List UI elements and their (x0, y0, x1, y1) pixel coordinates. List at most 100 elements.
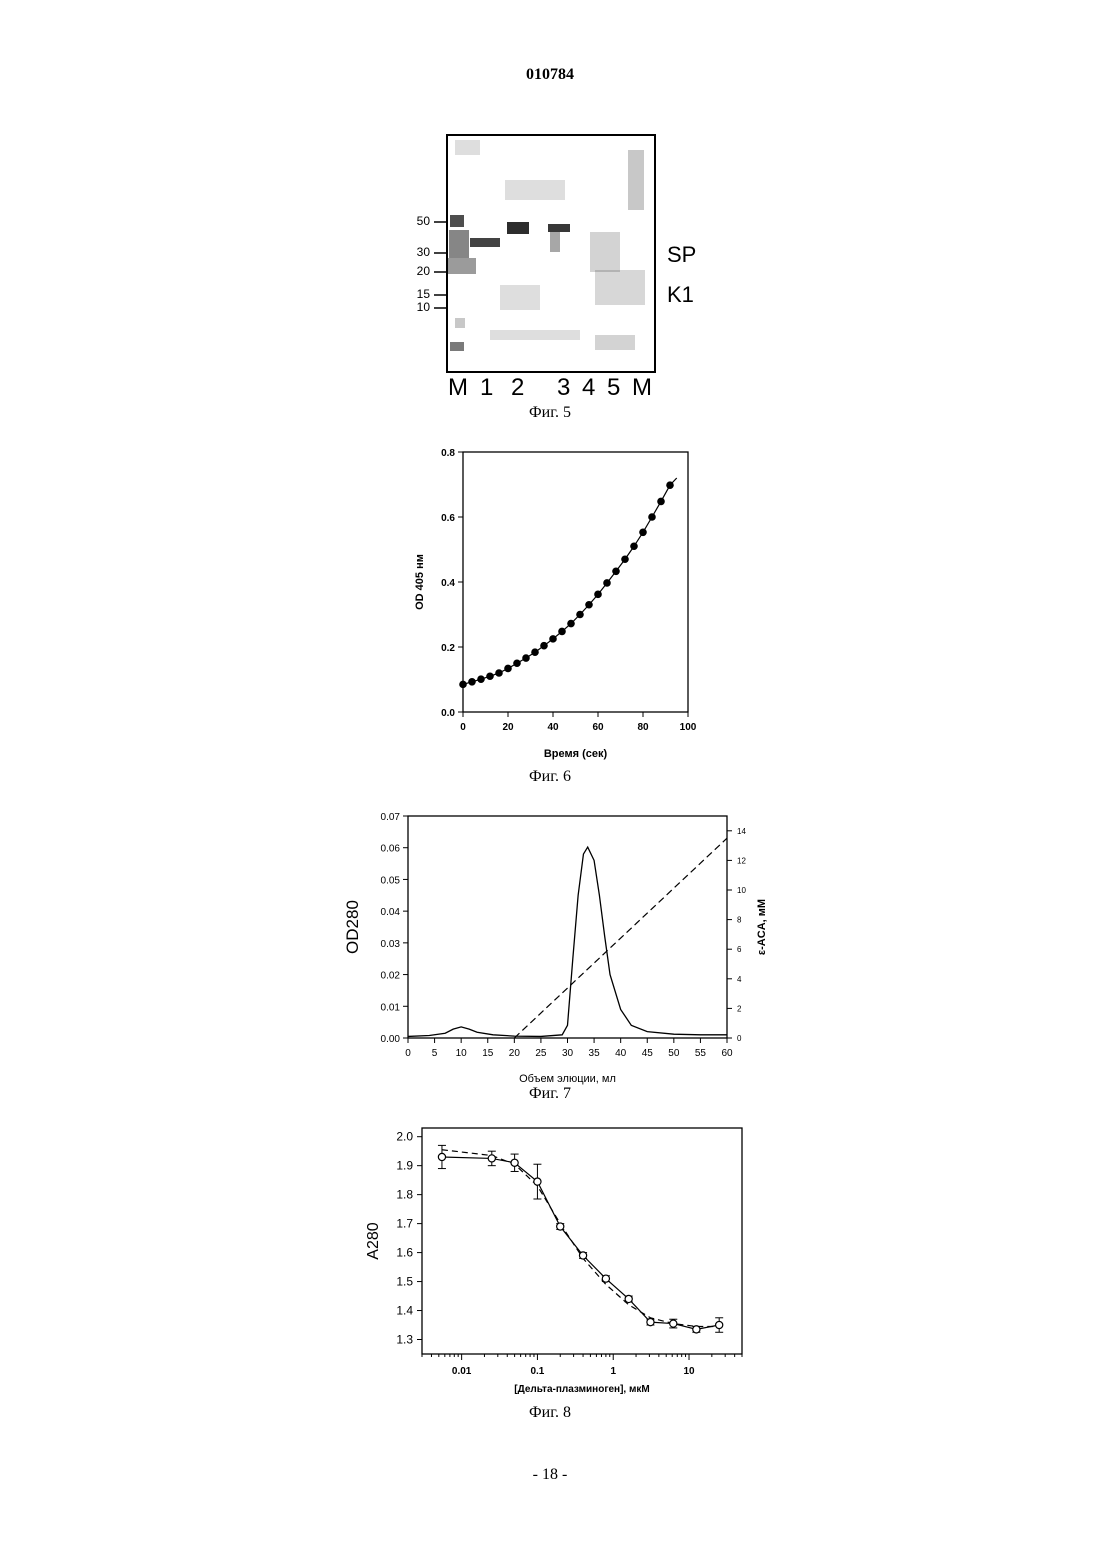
fig6-data-point (459, 681, 467, 689)
fig8-data-point (647, 1319, 654, 1326)
fig7-ytick-label-0: 0.00 (381, 1034, 401, 1045)
gel-bands (448, 140, 645, 351)
fig6-data-point (495, 669, 503, 677)
fig6-ytick-label-0: 0.0 (441, 708, 455, 719)
fig7-xtick-label-11: 55 (695, 1048, 707, 1059)
fig8-data-point (625, 1295, 632, 1302)
fig6-data-point (666, 481, 674, 489)
marker-label-20: 20 (400, 264, 430, 278)
lane-label-2: 2 (511, 374, 524, 402)
fig6-data-point (513, 659, 521, 667)
fig6-xtick-label-2: 40 (547, 722, 559, 733)
band-label-sp: SP (667, 242, 696, 268)
fig6-plot-frame (463, 452, 688, 712)
fig6-xtick-label-3: 60 (592, 722, 604, 733)
lane-label-m-right: M (632, 374, 652, 402)
fig7-xtick-label-12: 60 (721, 1048, 733, 1059)
fig7-xtick-label-7: 35 (589, 1048, 601, 1059)
marker-label-15: 15 (400, 287, 430, 301)
fig7-ytick-label-1: 0.01 (381, 1002, 401, 1013)
fig7-y2tick-label-0: 0 (737, 1034, 742, 1043)
fig7-ytick-label-5: 0.05 (381, 875, 401, 886)
fig8-xtick-label-0: 0.01 (452, 1366, 472, 1377)
fig7-xtick-label-6: 30 (562, 1048, 574, 1059)
fig6-data-point (504, 665, 512, 673)
fig7-xtick-label-2: 10 (456, 1048, 468, 1059)
fig7-x-axis-label: Объем элюции, мл (519, 1073, 616, 1085)
page-footer-number: - 18 - (0, 1466, 1100, 1484)
fig8-xtick-label-2: 1 (610, 1366, 616, 1377)
fig6-data-point (612, 567, 620, 575)
marker-label-50: 50 (400, 214, 430, 228)
fig7-gradient-line (514, 838, 727, 1038)
fig6-data-point (594, 591, 602, 599)
fig6-data-point (531, 648, 539, 656)
figure-5-caption: Фиг. 5 (0, 404, 1100, 422)
fig6-xtick-label-4: 80 (637, 722, 649, 733)
fig8-xtick-label-3: 10 (683, 1366, 695, 1377)
fig8-ytick-label-1: 1.4 (396, 1304, 413, 1318)
fig8-data-point (488, 1155, 495, 1162)
fig8-data-point (511, 1159, 518, 1166)
fig6-data-point (603, 579, 611, 587)
marker-label-10: 10 (400, 300, 430, 314)
fig6-ytick-label-4: 0.8 (441, 448, 455, 459)
figure-6-caption: Фиг. 6 (0, 768, 1100, 786)
fig7-y2tick-label-3: 6 (737, 945, 742, 954)
fig8-data-point (557, 1223, 564, 1230)
fig6-data-point (549, 635, 557, 643)
fig7-xtick-label-5: 25 (535, 1048, 547, 1059)
fig8-plot-frame (422, 1128, 742, 1354)
fig7-plot-frame (408, 816, 727, 1038)
fig8-ytick-label-2: 1.5 (396, 1275, 413, 1289)
fig8-data-point (716, 1321, 723, 1328)
fig6-ytick-label-2: 0.4 (441, 578, 455, 589)
fig8-ytick-label-4: 1.7 (396, 1217, 413, 1231)
lane-label-5: 5 (607, 374, 620, 402)
fig7-xtick-label-10: 50 (668, 1048, 680, 1059)
fig6-data-point (486, 672, 494, 680)
fig7-ytick-label-3: 0.03 (381, 939, 401, 950)
fig6-data-point (558, 628, 566, 636)
fig6-data-point (567, 620, 575, 628)
fig8-data-point (602, 1275, 609, 1282)
fig8-series-line (442, 1157, 719, 1329)
figure-7-caption: Фиг. 7 (0, 1085, 1100, 1103)
fig7-xtick-label-0: 0 (405, 1048, 411, 1059)
fig7-xtick-label-1: 5 (432, 1048, 438, 1059)
fig7-xtick-label-3: 15 (482, 1048, 494, 1059)
fig6-y-axis-label: OD 405 нм (414, 554, 426, 610)
gel-frame (447, 135, 655, 372)
fig7-y-axis-label: OD280 (343, 900, 362, 954)
fig6-data-point (468, 678, 476, 686)
fig6-data-point (621, 555, 629, 563)
fig8-ytick-label-6: 1.9 (396, 1159, 413, 1173)
fig6-x-axis-label: Время (сек) (544, 748, 608, 760)
marker-label-30: 30 (400, 245, 430, 259)
fig8-ytick-label-7: 2.0 (396, 1130, 413, 1144)
figure-8-caption: Фиг. 8 (0, 1404, 1100, 1422)
fig7-y2tick-label-6: 12 (737, 856, 746, 865)
fig7-y2tick-label-5: 10 (737, 886, 746, 895)
fig7-y2tick-label-4: 8 (737, 916, 742, 925)
fig8-data-point (693, 1326, 700, 1333)
fig7-xtick-label-8: 40 (615, 1048, 627, 1059)
fig7-ytick-label-2: 0.02 (381, 971, 401, 982)
fig6-xtick-label-1: 20 (502, 722, 514, 733)
lane-label-3: 3 (557, 374, 570, 402)
fig8-data-point (670, 1320, 677, 1327)
fig8-fit-dashed-line (442, 1150, 719, 1327)
fig6-data-point (477, 675, 485, 683)
fig6-ytick-label-1: 0.2 (441, 643, 455, 654)
fig7-ytick-label-4: 0.04 (381, 907, 401, 918)
fig6-data-point (639, 528, 647, 536)
fig8-xtick-label-1: 0.1 (530, 1366, 544, 1377)
fig7-y2tick-label-1: 2 (737, 1004, 742, 1013)
fig7-y2-axis-label: ε-ACA, мМ (756, 899, 768, 955)
fig6-ytick-label-3: 0.6 (441, 513, 455, 524)
fig7-ytick-label-6: 0.06 (381, 844, 401, 855)
fig7-od280-line (408, 847, 727, 1036)
fig8-data-point (438, 1153, 445, 1160)
fig7-xtick-label-9: 45 (642, 1048, 654, 1059)
fig8-data-point (534, 1178, 541, 1185)
